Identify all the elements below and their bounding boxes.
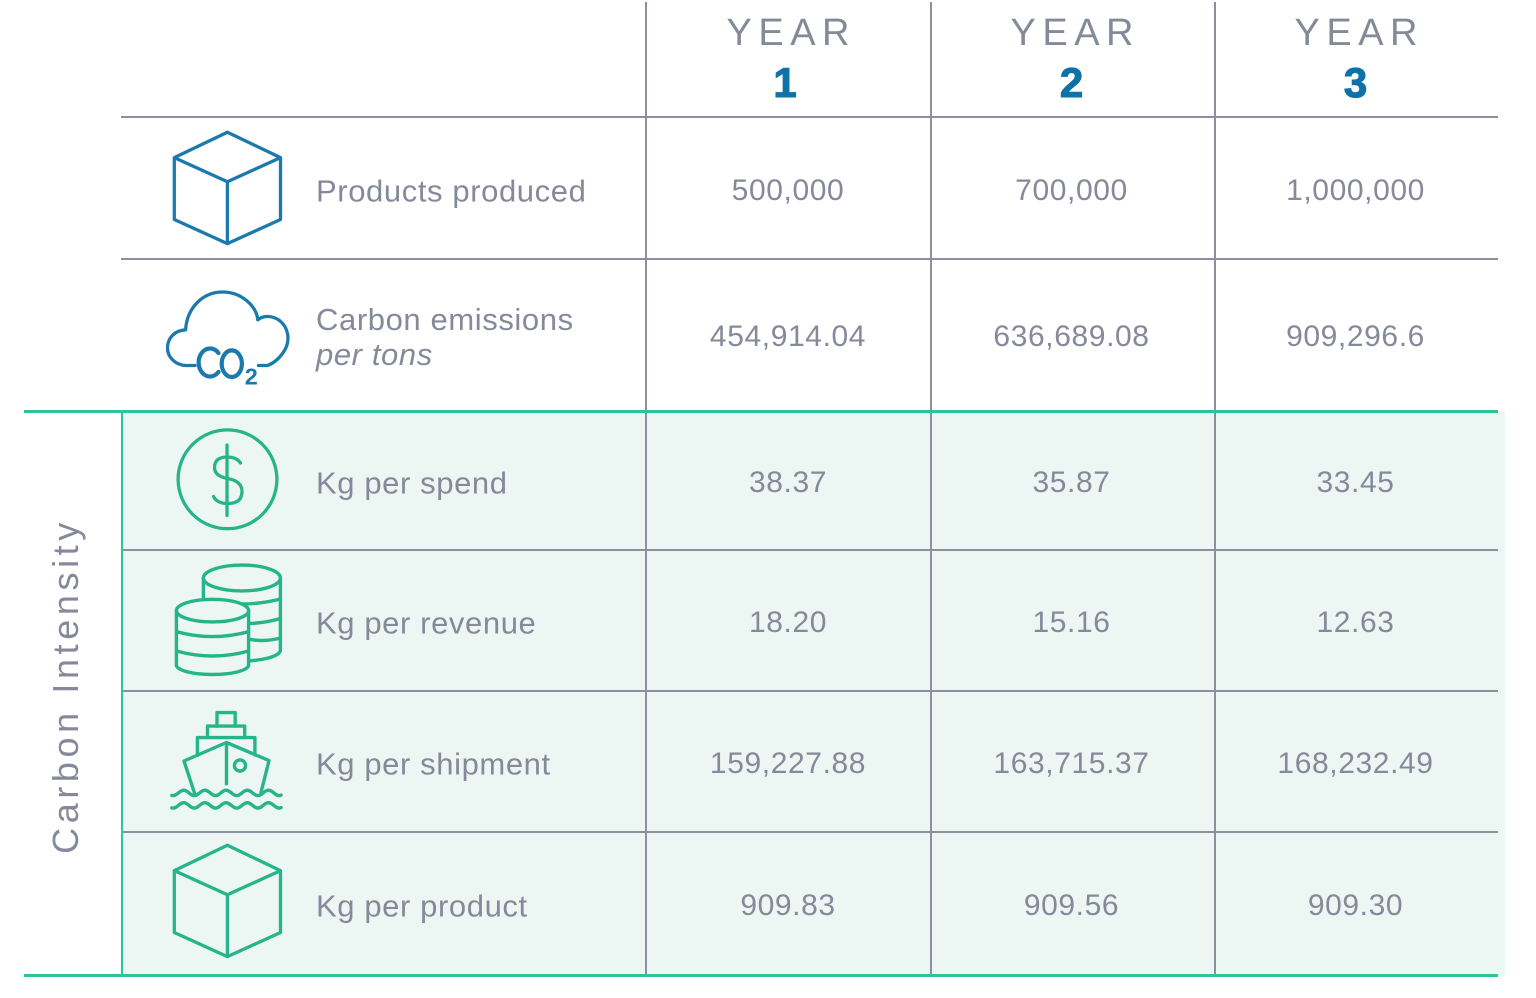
svg-text:2: 2 xyxy=(245,364,258,390)
